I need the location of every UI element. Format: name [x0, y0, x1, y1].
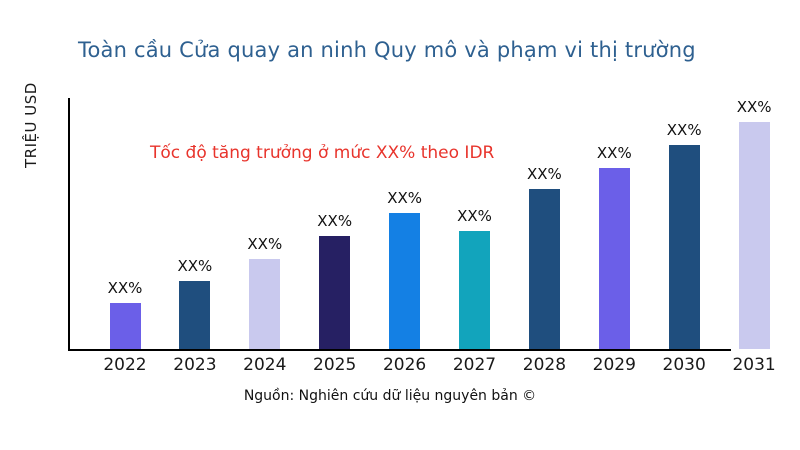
- x-tick-2031: 2031: [732, 355, 776, 375]
- x-tick-2026: 2026: [382, 355, 427, 375]
- bar-value-label-2028: XX%: [526, 165, 562, 183]
- source-note: Nguồn: Nghiên cứu dữ liệu nguyên bản ©: [243, 388, 537, 404]
- x-tick-2023: 2023: [173, 355, 217, 375]
- bar-value-label-2026: XX%: [387, 189, 422, 207]
- bar-2025: XX%: [317, 212, 352, 349]
- chart-title: Toàn cầu Cửa quay an ninh Quy mô và phạm…: [78, 38, 696, 62]
- bar-2028: XX%: [527, 165, 562, 349]
- bar-value-label-2030: XX%: [666, 121, 702, 139]
- x-tick-2027: 2027: [452, 355, 497, 375]
- bar-2027: XX%: [457, 207, 492, 349]
- bar-value-label-2029: XX%: [596, 144, 632, 162]
- y-axis-label: TRIỆU USD: [22, 82, 40, 168]
- bar-value-label-2022: XX%: [107, 279, 143, 297]
- bar-2023: XX%: [177, 257, 212, 349]
- bar-2024: XX%: [247, 235, 282, 349]
- x-tick-2024: 2024: [243, 355, 287, 375]
- bar-2029: XX%: [597, 144, 632, 349]
- bar-2026: XX%: [387, 189, 422, 349]
- bar-2030: XX%: [667, 121, 702, 349]
- bar-value-label-2024: XX%: [247, 235, 283, 253]
- bar-value-label-2027: XX%: [457, 207, 492, 225]
- bar-2031: XX%: [737, 98, 772, 349]
- bar-value-label-2031: XX%: [736, 98, 772, 116]
- x-tick-2029: 2029: [592, 355, 636, 375]
- bar-2022: XX%: [108, 279, 142, 349]
- growth-rate-annotation: Tốc độ tăng trưởng ở mức XX% theo IDR: [150, 143, 495, 163]
- x-tick-2028: 2028: [522, 355, 567, 375]
- x-axis-line: [68, 349, 731, 351]
- x-tick-2022: 2022: [103, 355, 147, 375]
- y-axis-line: [68, 98, 70, 351]
- x-tick-2030: 2030: [662, 355, 706, 375]
- x-tick-2025: 2025: [313, 355, 357, 375]
- bar-value-label-2023: XX%: [177, 257, 213, 275]
- bar-value-label-2025: XX%: [317, 212, 353, 230]
